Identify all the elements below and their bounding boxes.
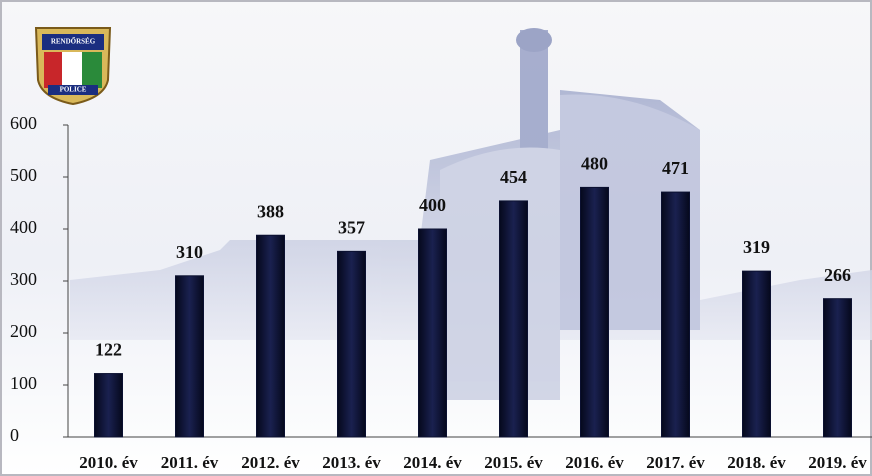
value-label: 310 bbox=[176, 242, 203, 262]
value-label: 388 bbox=[257, 201, 284, 221]
value-label: 319 bbox=[743, 237, 770, 257]
x-tick-label: 2014. év bbox=[403, 453, 462, 472]
value-label: 471 bbox=[662, 158, 689, 178]
bar bbox=[499, 200, 528, 438]
y-tick-label: 0 bbox=[10, 425, 19, 445]
x-tick-label: 2013. év bbox=[322, 453, 381, 472]
logo-top-text: RENDŐRSÉG bbox=[51, 38, 96, 46]
x-tick-label: 2019. év bbox=[808, 453, 867, 472]
bar bbox=[418, 228, 447, 438]
x-tick-label: 2016. év bbox=[565, 453, 624, 472]
bar bbox=[175, 275, 204, 438]
logo-bottom-text: POLICE bbox=[60, 86, 87, 94]
x-tick-label: 2015. év bbox=[484, 453, 543, 472]
value-label: 357 bbox=[338, 217, 365, 237]
value-label: 480 bbox=[581, 154, 608, 174]
x-tick-label: 2018. év bbox=[727, 453, 786, 472]
value-label: 454 bbox=[500, 167, 527, 187]
bar bbox=[337, 250, 366, 438]
bar bbox=[661, 191, 690, 438]
x-tick-label: 2011. év bbox=[161, 453, 219, 472]
y-tick-label: 600 bbox=[10, 113, 37, 133]
y-tick-label: 200 bbox=[10, 321, 37, 341]
x-tick-label: 2012. év bbox=[241, 453, 300, 472]
bar bbox=[256, 234, 285, 438]
bar bbox=[580, 186, 609, 438]
x-tick-label: 2010. év bbox=[79, 453, 138, 472]
y-tick-label: 300 bbox=[10, 269, 37, 289]
value-label: 122 bbox=[95, 340, 122, 360]
y-tick-label: 100 bbox=[10, 373, 37, 393]
x-tick-label: 2017. év bbox=[646, 453, 705, 472]
value-label: 266 bbox=[824, 265, 851, 285]
y-tick-label: 500 bbox=[10, 165, 37, 185]
police-logo: RENDŐRSÉG POLICE bbox=[34, 27, 112, 106]
bar bbox=[742, 270, 771, 438]
y-tick-label: 400 bbox=[10, 217, 37, 237]
bar bbox=[94, 373, 123, 438]
bar bbox=[823, 298, 852, 438]
value-label: 400 bbox=[419, 195, 446, 215]
